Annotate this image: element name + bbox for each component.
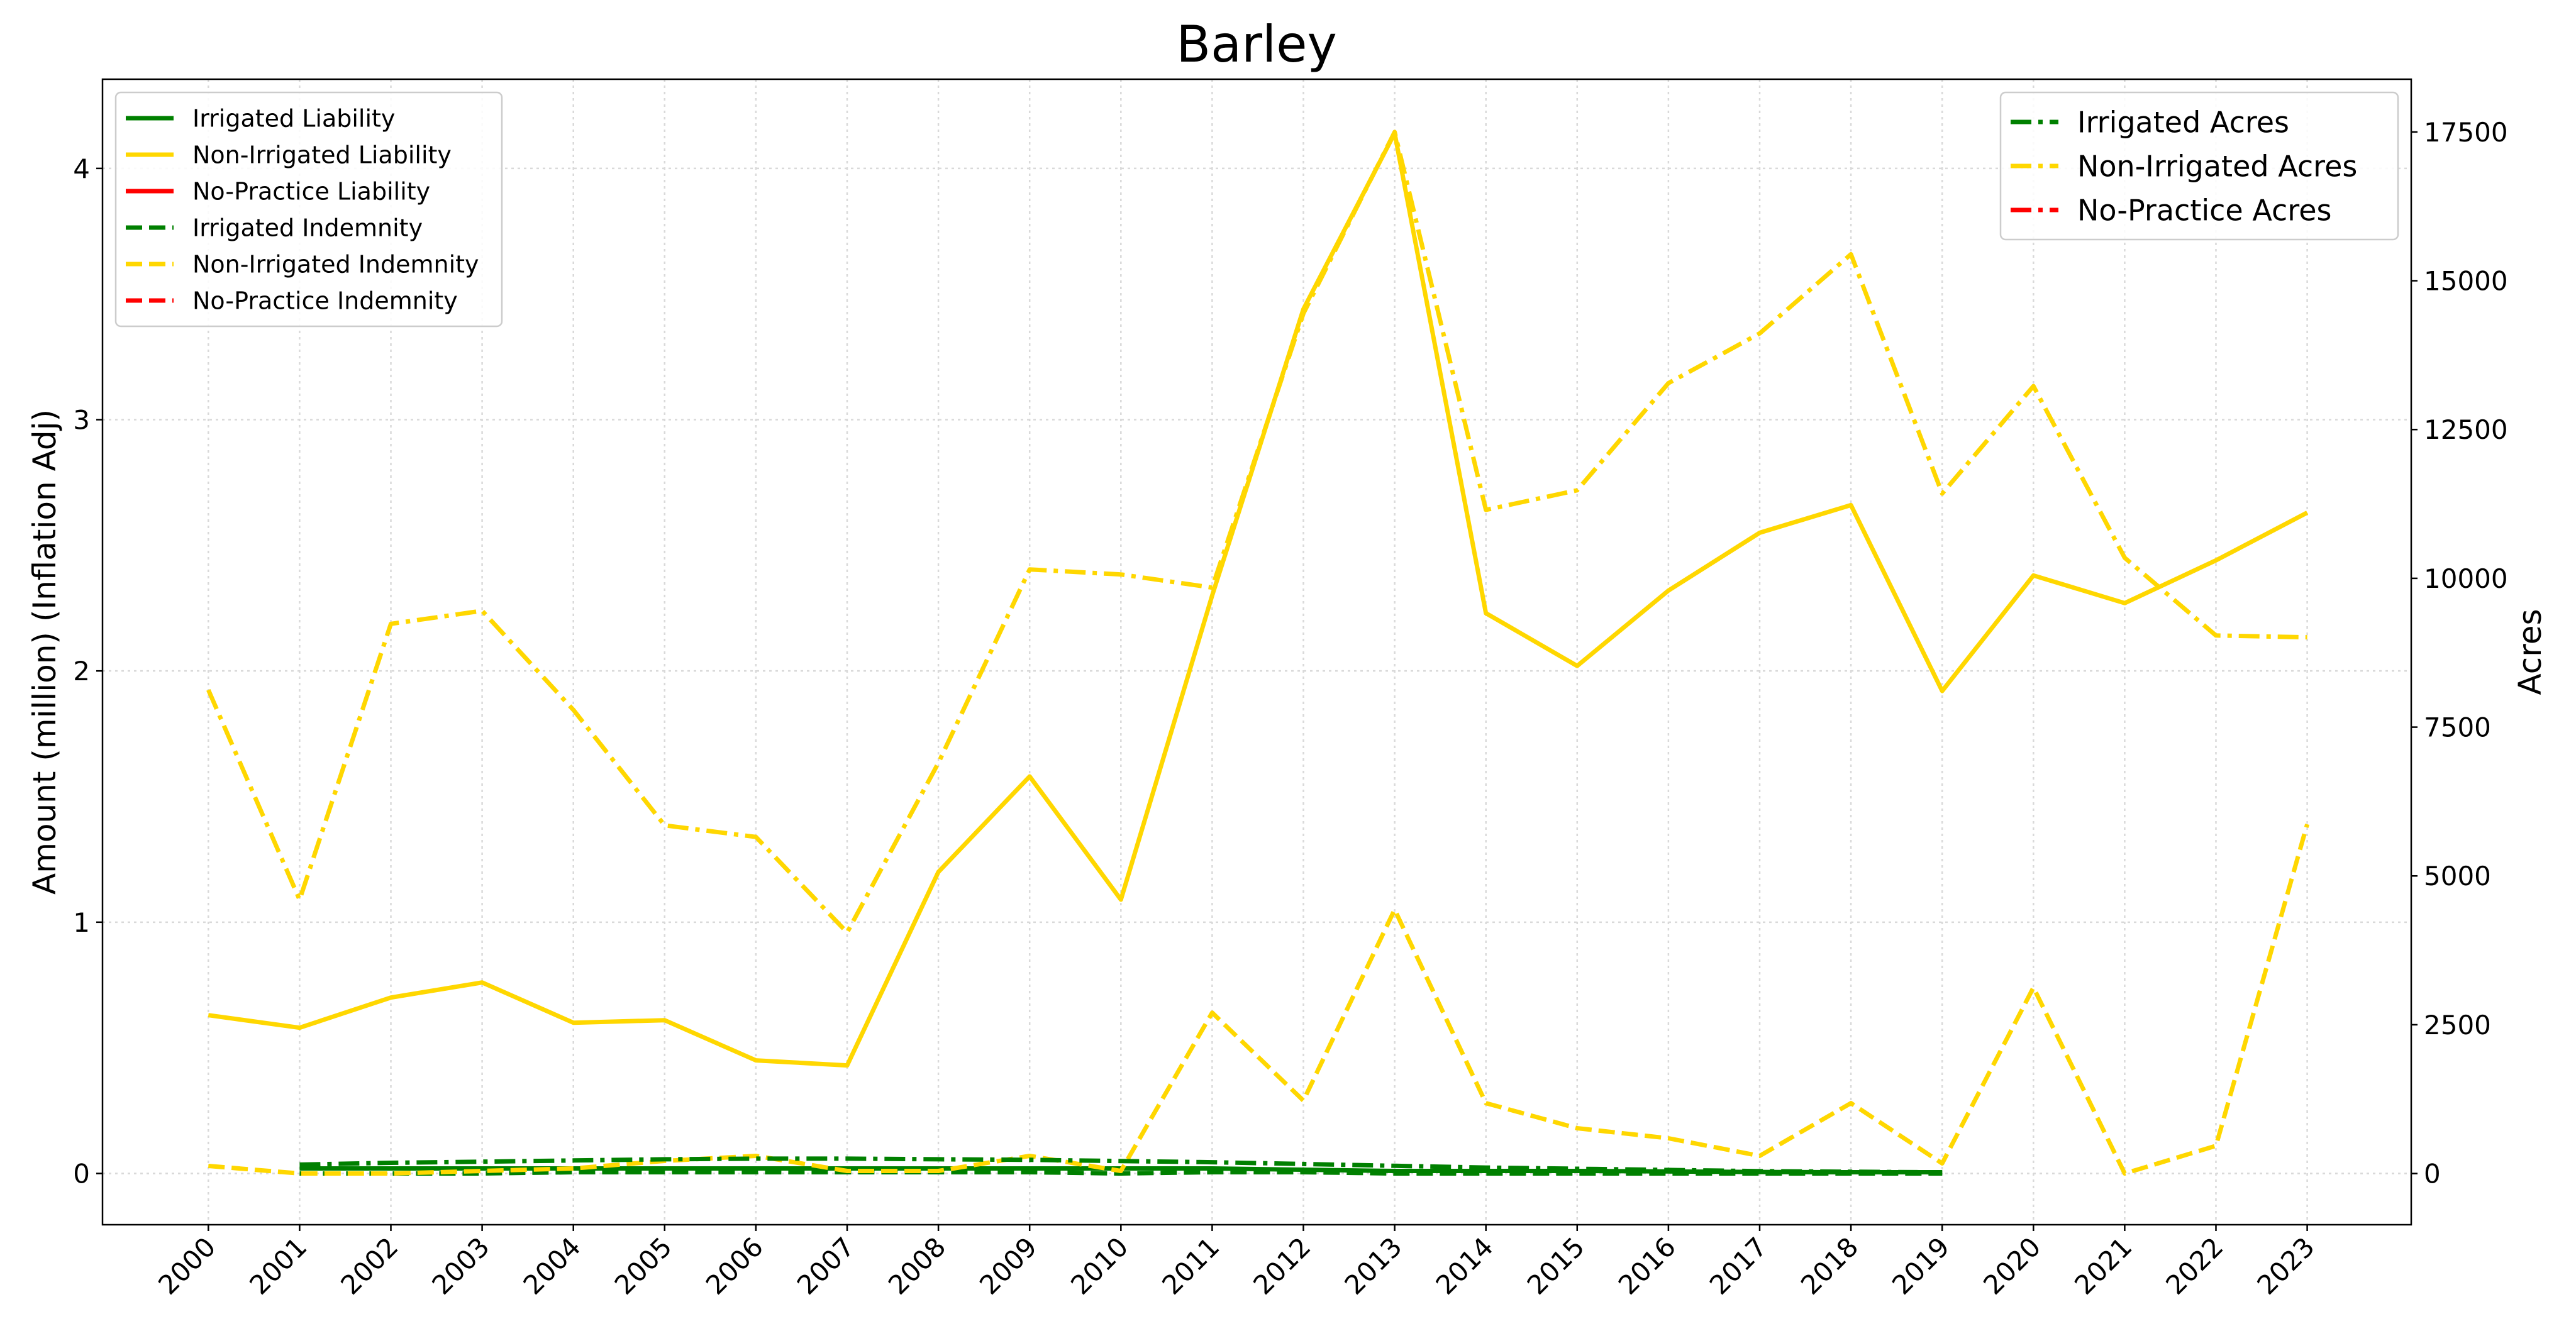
- legend-label: No-Practice Indemnity: [192, 287, 458, 315]
- y-tick-label: 0: [73, 1158, 90, 1189]
- legend-label: No-Practice Acres: [2077, 194, 2331, 228]
- legend-label: Non-Irrigated Liability: [192, 141, 452, 169]
- y2-tick-label: 5000: [2424, 861, 2491, 892]
- chart-title: Barley: [1176, 15, 1337, 74]
- y2-tick-label: 7500: [2424, 712, 2491, 743]
- data-line: [299, 1170, 1943, 1176]
- legend-label: Non-Irrigated Acres: [2077, 150, 2357, 184]
- legend-box: [114, 91, 503, 328]
- legend-box: [1999, 91, 2399, 241]
- y2-tick-label: 17500: [2424, 117, 2508, 148]
- legend-label: No-Practice Liability: [192, 178, 430, 206]
- y-tick-label: 4: [73, 153, 90, 184]
- plot-frame: [101, 78, 2412, 1226]
- y2-axis-label: Acres: [2512, 609, 2548, 695]
- data-line: [208, 824, 2309, 1176]
- y2-tick-label: 15000: [2424, 266, 2508, 297]
- legend-label: Irrigated Acres: [2077, 106, 2289, 140]
- y-axis-label: Amount (million) (Inflation Adj): [26, 409, 63, 895]
- y2-tick-label: 2500: [2424, 1010, 2491, 1041]
- data-line: [299, 1156, 1943, 1175]
- y-tick-label: 1: [73, 907, 90, 938]
- y2-tick-label: 0: [2424, 1159, 2441, 1190]
- y2-tick-label: 12500: [2424, 414, 2508, 445]
- y2-tick-label: 10000: [2424, 563, 2508, 594]
- y-tick-label: 3: [73, 405, 90, 436]
- legend-label: Irrigated Indemnity: [192, 214, 423, 242]
- data-line: [206, 130, 2307, 935]
- y-tick-label: 2: [73, 656, 90, 687]
- legend-label: Non-Irrigated Indemnity: [192, 251, 479, 279]
- legend-label: Irrigated Liability: [192, 105, 395, 133]
